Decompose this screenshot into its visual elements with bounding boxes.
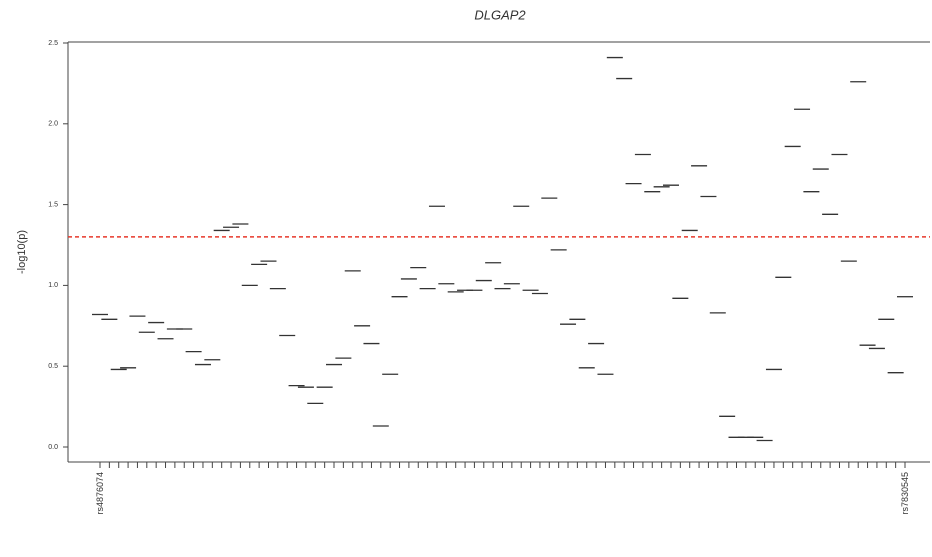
y-tick-label: 2.5	[48, 40, 58, 47]
x-tick-label: rs7830545	[900, 472, 910, 515]
y-tick-label: 0.0	[48, 444, 58, 451]
y-tick-label: 1.5	[48, 201, 58, 208]
x-tick-label: rs4876074	[95, 472, 105, 515]
y-tick-label: 0.5	[48, 363, 58, 370]
chart-title: DLGAP2	[474, 7, 526, 22]
y-tick-label: 2.0	[48, 121, 58, 128]
y-axis-label: -log10(p)	[16, 230, 28, 274]
y-tick-label: 1.0	[48, 282, 58, 289]
